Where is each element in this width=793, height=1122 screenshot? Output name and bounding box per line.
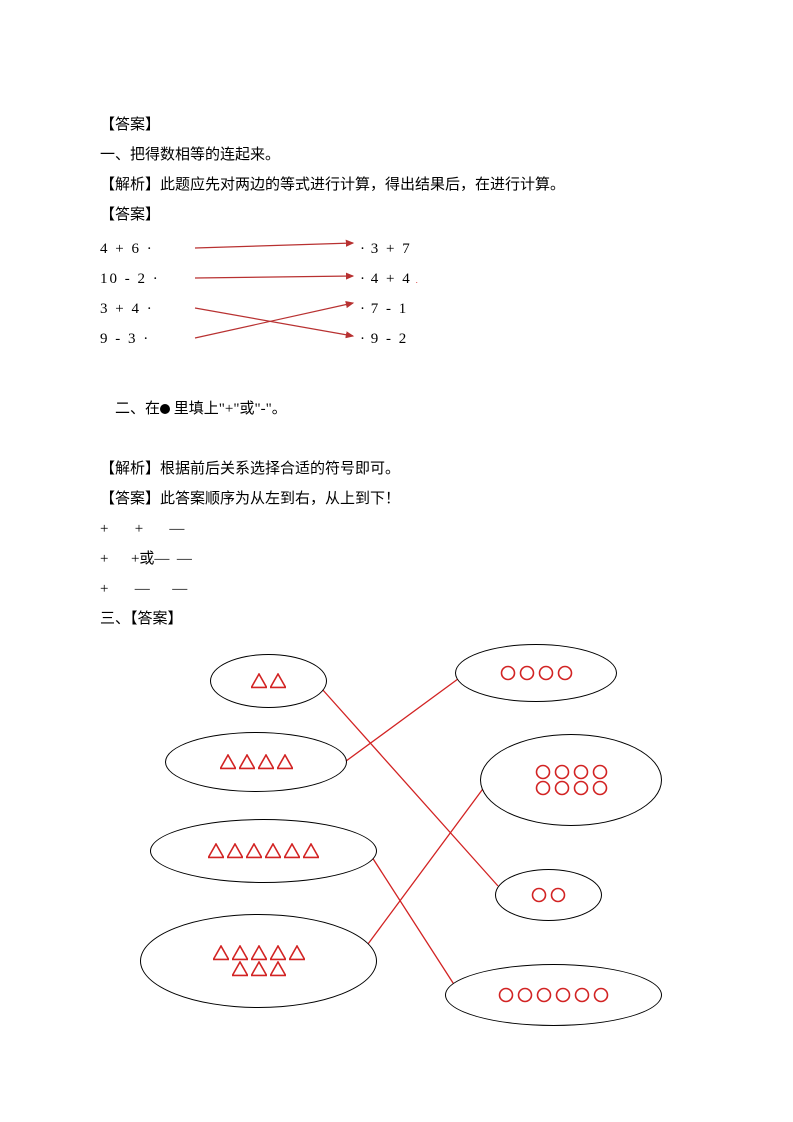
q2-analysis: 【解析】根据前后关系选择合适的符号即可。 <box>100 454 693 484</box>
circle-group-oval <box>495 869 602 921</box>
page-content: 【答案】 一、把得数相等的连起来。 【解析】此题应先对两边的等式进行计算，得出结… <box>0 0 793 1114</box>
q1-right-eq: · 9 - 2 <box>360 324 420 354</box>
q2-title: 二、在 里填上"+"或"-"。 <box>100 364 693 454</box>
circle-group-oval <box>445 964 662 1026</box>
shape-row <box>531 887 566 903</box>
answer-heading-top: 【答案】 <box>100 110 693 140</box>
q3-matching-diagram <box>100 654 660 1074</box>
q1-right-eq: · 3 + 7 <box>360 234 420 264</box>
q1-answer-heading: 【答案】 <box>100 200 693 230</box>
q2-answer-grid: + + —+ +或— —+ — — <box>100 514 693 604</box>
q2-title-before: 二、在 <box>115 401 160 417</box>
q3-title: 三、【答案】 <box>100 604 693 634</box>
q1-left-eq: 4 + 6 · <box>100 234 158 264</box>
shape-row <box>251 673 286 689</box>
shape-row <box>498 987 609 1003</box>
q2-answer-note: 【答案】此答案顺序为从左到右，从上到下！ <box>100 484 693 514</box>
q2-answer-row: + — — <box>100 574 693 604</box>
shape-row <box>535 764 608 780</box>
shape-row <box>232 961 286 977</box>
q1-left-column: 4 + 6 ·10 - 2 ·3 + 4 ·9 - 3 · <box>100 234 158 354</box>
q1-right-column: · 3 + 7· 4 + 4 .· 7 - 1· 9 - 2 <box>360 234 420 354</box>
triangle-group-oval <box>210 654 327 708</box>
circle-group-oval <box>480 734 662 826</box>
triangle-group-oval <box>150 819 377 883</box>
q2-answer-row: + +或— — <box>100 544 693 574</box>
q1-left-eq: 9 - 3 · <box>100 324 158 354</box>
triangle-group-oval <box>165 732 347 792</box>
black-circle-icon <box>160 404 170 414</box>
q1-right-eq: · 7 - 1 <box>360 294 420 324</box>
shape-row <box>213 945 305 961</box>
shape-row <box>220 754 293 770</box>
shape-row <box>208 843 319 859</box>
q1-right-eq: · 4 + 4 . <box>360 264 420 294</box>
q2-title-after: 里填上"+"或"-"。 <box>170 401 287 417</box>
q1-analysis: 【解析】此题应先对两边的等式进行计算，得出结果后，在进行计算。 <box>100 170 693 200</box>
shape-row <box>535 780 608 796</box>
q1-left-eq: 3 + 4 · <box>100 294 158 324</box>
q1-connection-arrows <box>195 238 360 356</box>
q1-left-eq: 10 - 2 · <box>100 264 158 294</box>
triangle-group-oval <box>140 914 377 1008</box>
q2-answer-row: + + — <box>100 514 693 544</box>
shape-row <box>500 665 573 681</box>
q1-title: 一、把得数相等的连起来。 <box>100 140 693 170</box>
q1-matching-diagram: 4 + 6 ·10 - 2 ·3 + 4 ·9 - 3 · · 3 + 7· 4… <box>100 234 693 364</box>
circle-group-oval <box>455 644 617 702</box>
